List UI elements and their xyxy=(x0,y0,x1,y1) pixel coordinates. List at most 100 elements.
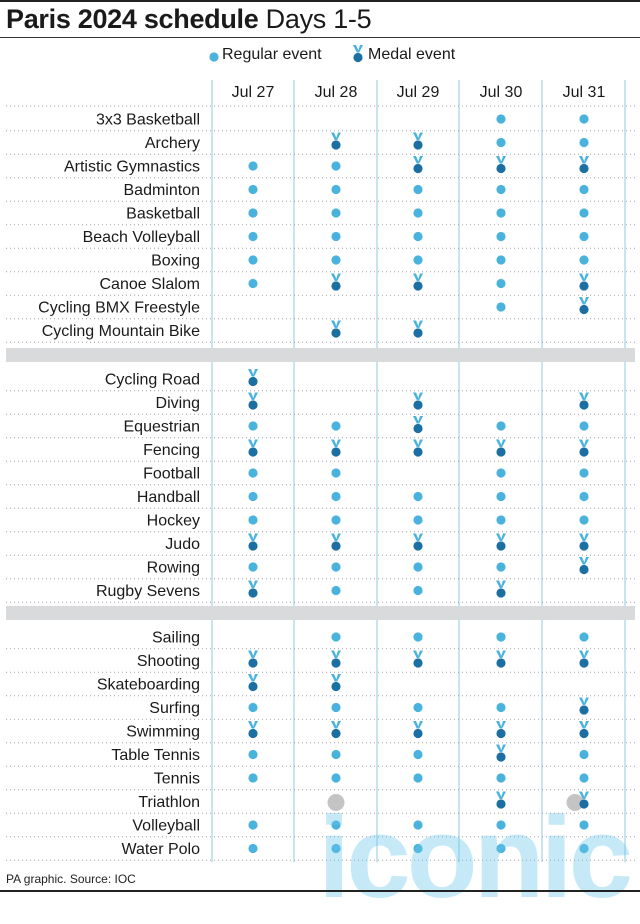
regular-event-dot xyxy=(413,231,423,242)
medal-event-icon xyxy=(579,273,589,291)
regular-event-dot xyxy=(331,491,341,502)
regular-event-dot xyxy=(413,843,423,854)
legend-regular-label: Regular event xyxy=(222,46,322,63)
medal-event-icon xyxy=(331,650,341,668)
sport-label: Skateboarding xyxy=(97,677,200,694)
legend-medal-label: Medal event xyxy=(368,46,456,63)
regular-event-dot xyxy=(331,515,341,525)
regular-event-dot xyxy=(248,278,258,289)
group-separator-cover xyxy=(6,606,635,620)
regular-event-dot xyxy=(331,231,341,242)
sport-label: Badminton xyxy=(124,182,201,199)
regular-event-dot xyxy=(248,184,258,195)
regular-event-dot xyxy=(496,468,506,478)
regular-event-dot xyxy=(331,702,341,713)
regular-event-dot xyxy=(248,562,258,572)
day-header: Jul 30 xyxy=(480,84,523,101)
regular-event-dot xyxy=(331,843,341,854)
regular-event-dot xyxy=(496,820,506,830)
sport-label: Volleyball xyxy=(132,818,200,835)
regular-event-dot xyxy=(496,184,506,195)
legend-regular-dot xyxy=(209,52,219,62)
regular-event-dot xyxy=(331,773,341,783)
sport-label: Hockey xyxy=(147,513,200,530)
regular-event-dot xyxy=(496,562,506,572)
regular-event-dot xyxy=(248,843,258,854)
regular-event-dot xyxy=(331,208,341,218)
regular-event-dot xyxy=(331,184,341,195)
sport-label: Artistic Gymnastics xyxy=(64,159,200,176)
sport-label: Tennis xyxy=(154,771,200,788)
medal-event-icon xyxy=(248,721,258,739)
regular-event-dot xyxy=(496,702,506,713)
medal-event-icon xyxy=(579,156,589,174)
medal-event-icon xyxy=(579,392,589,410)
regular-event-dot xyxy=(496,302,506,312)
regular-event-dot xyxy=(331,161,341,171)
regular-event-dot xyxy=(331,820,341,830)
regular-event-dot xyxy=(496,421,506,431)
medal-event-icon xyxy=(496,439,506,457)
sport-label: Shooting xyxy=(137,653,200,670)
medal-event-icon xyxy=(579,791,589,809)
sport-label: Fencing xyxy=(143,442,200,459)
regular-event-dot xyxy=(579,468,589,478)
sport-label: Rowing xyxy=(147,560,200,577)
medal-event-icon xyxy=(413,533,423,551)
sport-label: Cycling Road xyxy=(105,372,200,389)
regular-event-dot xyxy=(331,255,341,265)
sport-label: Equestrian xyxy=(124,419,201,436)
medal-event-icon xyxy=(248,392,258,410)
sport-label: Cycling BMX Freestyle xyxy=(38,300,200,317)
sport-label: Water Polo xyxy=(121,841,200,858)
medal-event-icon xyxy=(331,674,341,692)
sport-label: 3x3 Basketball xyxy=(96,112,200,129)
regular-event-dot xyxy=(579,184,589,195)
day-header: Jul 27 xyxy=(232,84,275,101)
medal-event-icon xyxy=(413,132,423,150)
regular-event-dot xyxy=(579,255,589,265)
chart-title: Paris 2024 schedule Days 1-5 xyxy=(6,4,372,35)
medal-event-icon xyxy=(248,580,258,598)
medal-event-icon xyxy=(413,392,423,410)
medal-event-icon xyxy=(496,156,506,174)
regular-event-dot xyxy=(248,749,258,760)
group-separator-cover xyxy=(6,348,635,362)
medal-event-icon xyxy=(331,273,341,291)
medal-event-icon xyxy=(579,697,589,715)
medal-event-icon xyxy=(331,320,341,338)
medal-event-icon xyxy=(248,650,258,668)
medal-event-icon xyxy=(579,533,589,551)
sport-label: Surfing xyxy=(149,700,200,717)
sport-label: Diving xyxy=(156,395,200,412)
regular-event-dot xyxy=(579,114,589,124)
medal-event-icon xyxy=(413,650,423,668)
medal-event-icon xyxy=(331,533,341,551)
sport-label: Beach Volleyball xyxy=(83,229,200,246)
medal-event-icon xyxy=(248,439,258,457)
regular-event-dot xyxy=(579,515,589,525)
grey-marker xyxy=(327,794,345,811)
regular-event-dot xyxy=(413,255,423,265)
regular-event-dot xyxy=(413,632,423,642)
medal-event-icon xyxy=(579,297,589,315)
regular-event-dot xyxy=(413,562,423,572)
sport-label: Canoe Slalom xyxy=(100,276,201,293)
bottom-border xyxy=(0,890,640,892)
regular-event-dot xyxy=(579,231,589,242)
source-note: PA graphic. Source: IOC xyxy=(6,872,136,886)
title-rule xyxy=(0,37,640,38)
regular-event-dot xyxy=(248,161,258,171)
sport-label: Table Tennis xyxy=(111,747,200,764)
regular-event-dot xyxy=(248,421,258,431)
medal-event-icon xyxy=(413,721,423,739)
regular-event-dot xyxy=(496,515,506,525)
grey-marker xyxy=(566,794,584,811)
regular-event-dot xyxy=(413,184,423,195)
sport-label: Boxing xyxy=(151,253,200,270)
regular-event-dot xyxy=(496,255,506,265)
medal-event-icon xyxy=(496,650,506,668)
medal-event-icon xyxy=(413,439,423,457)
regular-event-dot xyxy=(579,632,589,642)
sport-label: Judo xyxy=(165,536,200,553)
